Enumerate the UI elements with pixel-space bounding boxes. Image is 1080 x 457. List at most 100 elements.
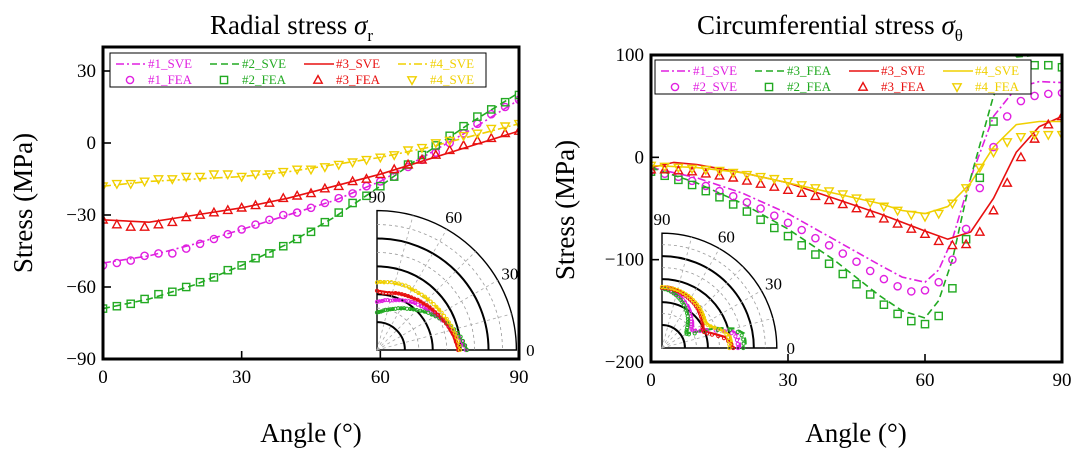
polar-spoke [376,251,476,351]
polar-point-4-fea [686,293,691,299]
data-point-3-fea [264,197,275,207]
polar-point-1-fea [377,299,382,304]
data-point-2-fea [195,277,205,287]
legend-circumferential: #1_SVE #3_FEA #3_SVE #4_SVE#2_SVE #2_FEA #3_F… [654,59,1032,95]
data-point-4-sve [277,167,289,178]
data-point-1-fea [140,251,149,261]
data-point-2-sve [701,181,711,191]
data-point-2-sve [989,142,998,152]
series-layer-circumferential [651,55,1062,329]
data-point-3-fea [111,218,123,229]
series-clip-group [651,55,1062,329]
polar-point-3-fea [438,315,443,320]
legend-marker-sample [670,82,680,92]
data-point-4-sve [139,177,150,188]
data-point-2-sve [811,233,820,243]
polar-point-2-fea [741,345,746,351]
data-point-2-sve [893,281,902,291]
data-point-2-sve [770,211,779,220]
polar-point-4-sve [396,281,401,286]
data-point-2-fea [797,241,806,250]
data-point-4-fea [1056,130,1062,141]
polar-point-2-fea [418,308,423,313]
polar-point-4-fea [705,322,710,327]
polar-point-2-fea [374,310,380,315]
polar-point-4-sve [416,290,421,296]
x-tick-label: 0 [646,370,656,391]
data-point-3-fea [727,171,739,182]
polar-point-4-sve [406,285,412,290]
polar-point-2-sve [735,345,741,351]
data-point-2-fea [320,217,330,227]
series-line-3-fea [651,55,1062,319]
polar-curve-4-sve [376,281,461,351]
data-point-3-fea [1056,110,1062,121]
legend-entry: #3_FEA [336,72,381,87]
data-point-3-fea [430,149,442,159]
data-point-4-sve [319,163,331,173]
legend-marker-sample [857,81,869,91]
data-point-3-fea [810,190,821,201]
data-point-2-fea [838,269,848,279]
data-point-2-fea [715,192,724,202]
data-point-2-fea [140,294,149,304]
polar-point-2-fea [455,330,460,335]
data-point-1-fea [292,208,302,217]
data-point-1-fea [500,102,510,112]
data-point-3-fea [673,164,684,175]
panel-circumferential: Circumferential stress σθ 90 60 30 0 −200 −1… [550,10,1072,448]
x-tick-label: 90 [510,367,529,388]
data-point-3-fea [472,134,483,145]
polar-point-2-fea [458,334,463,339]
polar-angle-label: 90 [369,188,386,207]
polar-point-2-fea [381,308,386,313]
polar-markers-3-fea [374,288,461,353]
data-point-1-fea [237,225,246,234]
legend-entry: #4_SVE [430,56,474,71]
legend-entry: #3_SVE [881,63,925,78]
data-point-1-fea [181,244,191,253]
polar-point-4-sve [428,299,433,304]
polar-point-4-sve [453,331,458,336]
polar-point-4-sve [403,283,408,288]
data-point-3-fea [458,139,469,150]
data-point-3-fea [988,204,999,215]
polar-point-2-fea [686,332,691,337]
data-point-2-fea [209,273,219,282]
polar-point-2-fea [674,293,679,298]
polar-point-3-fea [729,342,734,347]
plot-frame-radial [101,45,521,361]
polar-point-2-fea [684,327,689,333]
legend-marker-sample [764,82,774,92]
polar-spoke [376,229,448,351]
data-point-2-sve [715,186,724,196]
series-line-4-sve [103,123,519,187]
polar-point-3-fea [456,347,461,353]
polar-grid-ring [376,224,503,351]
series-markers-3-fea [103,125,519,231]
data-point-3-fea [714,169,725,180]
polar-point-4-fea [721,329,726,334]
data-point-4-fea [892,206,903,217]
data-point-2-fea [112,301,122,311]
legend-marker-sample [951,83,963,93]
legend-marker-sample [219,75,229,85]
data-point-4-sve [250,170,261,181]
data-point-1-fea [486,109,496,119]
data-point-1-fea [168,249,177,258]
data-point-2-sve [1057,88,1062,98]
data-point-3-fea [1015,151,1027,162]
polar-ring [376,237,490,351]
data-point-2-fea [223,265,233,275]
series-markers-2-fea [651,60,1062,329]
data-point-4-sve [236,172,248,183]
data-point-2-fea [783,231,793,241]
legend-marker-sample [125,75,135,85]
data-point-4-fea [974,163,986,174]
chart-title-circumferential: Circumferential stress σθ [697,10,963,45]
data-point-3-fea [974,226,986,236]
polar-point-3-fea [716,333,721,339]
polar-inset-radial: 90 60 30 0 [369,188,535,360]
data-point-2-sve [934,277,944,287]
